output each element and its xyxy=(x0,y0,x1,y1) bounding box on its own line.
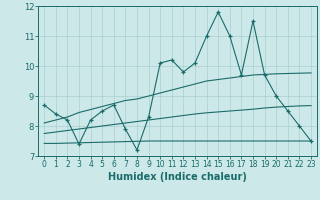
X-axis label: Humidex (Indice chaleur): Humidex (Indice chaleur) xyxy=(108,172,247,182)
